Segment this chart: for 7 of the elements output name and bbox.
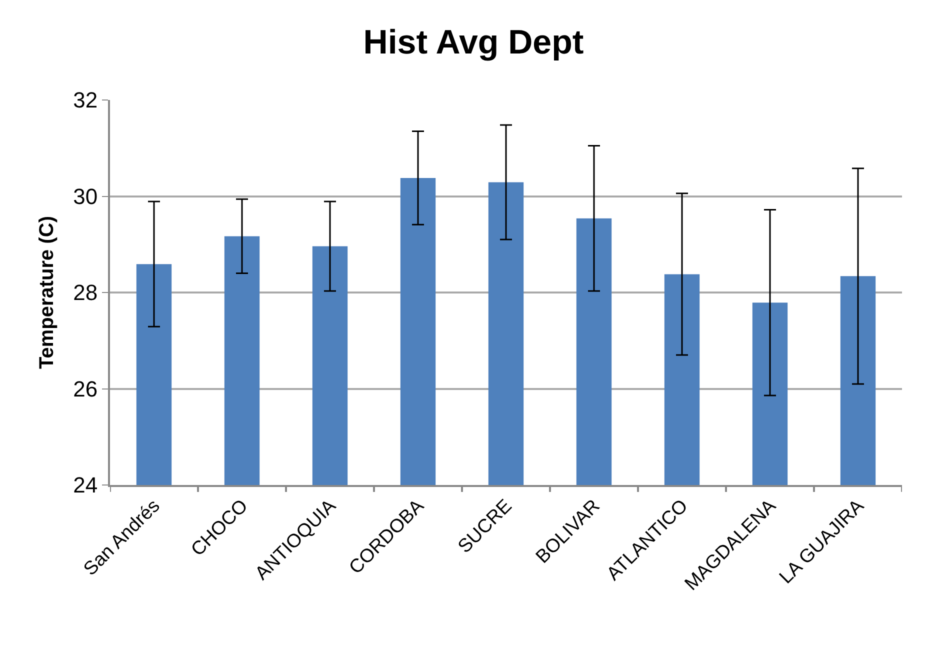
y-tick-label: 24: [73, 472, 98, 498]
y-axis-title: Temperature (C): [36, 216, 58, 369]
y-tick-label: 26: [73, 376, 98, 402]
chart-title: Hist Avg Dept: [363, 24, 584, 62]
y-tick-label: 32: [73, 88, 98, 113]
y-tick-label: 28: [73, 280, 98, 306]
y-tick-label: 30: [73, 184, 98, 209]
